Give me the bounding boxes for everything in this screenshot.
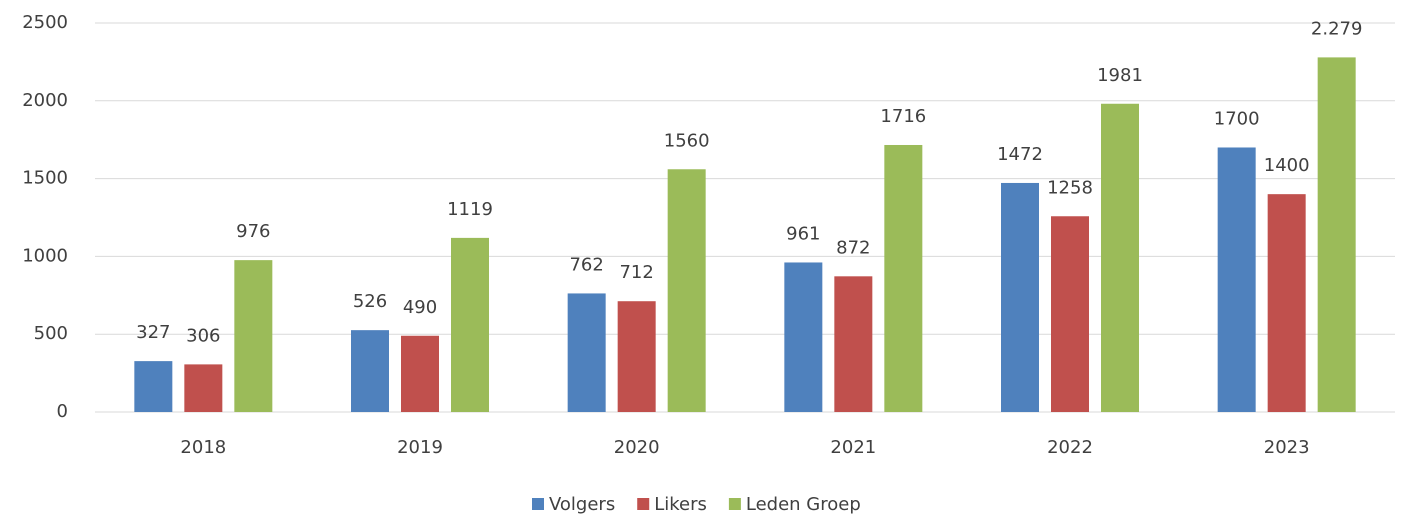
data-label: 2.279: [1311, 18, 1363, 39]
bar: [1267, 194, 1306, 412]
data-label: 1472: [997, 144, 1043, 165]
data-label: 872: [836, 237, 870, 258]
x-tick-label: 2022: [1047, 437, 1093, 458]
bar: [667, 169, 706, 412]
bar: [451, 237, 489, 412]
y-tick-label: 2500: [22, 12, 68, 33]
y-tick-label: 500: [34, 323, 68, 344]
x-tick-label: 2020: [614, 437, 660, 458]
bar: [567, 293, 606, 412]
legend-swatch: [728, 498, 741, 510]
data-label: 1716: [880, 106, 926, 127]
bar: [834, 276, 873, 412]
bar: [784, 262, 823, 412]
data-label: 1258: [1047, 177, 1093, 198]
legend-label: Leden Groep: [746, 494, 861, 515]
y-tick-label: 1500: [22, 168, 68, 189]
y-tick-label: 1000: [22, 245, 68, 266]
legend-swatch: [637, 498, 650, 510]
x-tick-label: 2021: [830, 437, 876, 458]
data-label: 1119: [447, 199, 493, 220]
legend-label: Likers: [654, 494, 707, 515]
data-label: 526: [353, 291, 387, 312]
bar: [1217, 147, 1256, 413]
x-tick-label: 2023: [1264, 437, 1310, 458]
data-label: 306: [186, 325, 220, 346]
bar: [1001, 182, 1039, 412]
legend-label: Volgers: [549, 494, 615, 515]
bar: [1101, 103, 1139, 412]
y-tick-label: 2000: [22, 90, 68, 111]
bar: [184, 364, 223, 412]
bar: [134, 361, 173, 412]
data-label: 490: [403, 297, 437, 318]
bar: [351, 330, 389, 412]
data-label: 1400: [1264, 155, 1310, 176]
data-label: 1560: [664, 130, 710, 151]
bar: [617, 301, 656, 412]
bar: [1051, 216, 1089, 412]
data-label: 961: [786, 223, 820, 244]
x-tick-label: 2019: [397, 437, 443, 458]
bar: [401, 335, 439, 412]
data-label: 1981: [1097, 65, 1143, 86]
data-label: 327: [136, 322, 170, 343]
bar: [1317, 57, 1356, 412]
bar: [884, 144, 923, 412]
data-label: 976: [236, 221, 270, 242]
data-label: 1700: [1214, 108, 1260, 129]
legend-swatch: [532, 498, 544, 510]
y-tick-label: 0: [57, 401, 68, 422]
x-tick-label: 2018: [180, 437, 226, 458]
data-label: 762: [569, 254, 603, 275]
bar: [234, 260, 273, 412]
data-label: 712: [619, 262, 653, 283]
